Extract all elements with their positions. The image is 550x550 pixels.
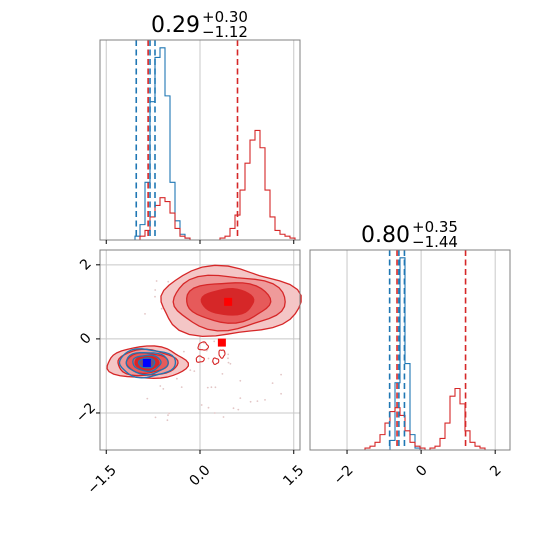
top-histogram-title-minus: −1.12 [202, 23, 248, 41]
sample-point [167, 414, 169, 416]
sample-point [280, 373, 282, 376]
red-mode-marker [224, 297, 233, 306]
top-histogram-x-ticks [105, 240, 295, 244]
right-histogram-frame [309, 249, 511, 451]
blue-contour-level-2 [132, 354, 162, 373]
right-histogram-quantile-lines [388, 250, 467, 450]
sample-point [200, 404, 203, 406]
sample-point [176, 377, 178, 380]
sample-point [264, 399, 266, 401]
top-histogram-title-value: 0.29 [151, 13, 200, 38]
sample-point [167, 280, 170, 283]
sample-point [214, 386, 217, 389]
sample-point [193, 370, 196, 372]
sample-point [213, 340, 216, 343]
sample-point [154, 416, 157, 419]
red-median-marker [217, 338, 226, 347]
sample-point [160, 307, 163, 310]
sample-point [227, 361, 230, 364]
sample-point [213, 412, 216, 414]
sample-point [207, 357, 210, 360]
red-contour-island [197, 341, 210, 351]
sample-point [239, 379, 242, 382]
sample-point [271, 382, 274, 384]
right-histogram-grid [346, 250, 496, 450]
sample-point [154, 295, 156, 298]
sample-point [144, 313, 146, 315]
sample-point [189, 369, 192, 371]
sample-point [237, 408, 240, 411]
sample-point [232, 407, 235, 410]
sample-point [222, 416, 225, 418]
sample-point [239, 397, 242, 399]
sample-point [280, 392, 282, 395]
red-contour-island [218, 349, 226, 359]
sample-point [221, 373, 224, 375]
sample-point [205, 349, 208, 352]
sample-point [183, 350, 185, 353]
sample-point [168, 412, 171, 415]
top-histogram-grid [105, 40, 295, 240]
sample-point [206, 386, 209, 389]
sample-point [155, 280, 158, 282]
sample-point [229, 362, 232, 365]
right-histogram-title-minus: −1.44 [412, 233, 458, 251]
sample-point [162, 388, 165, 390]
sample-point [207, 406, 210, 409]
sample-point [210, 386, 213, 389]
sample-point [154, 289, 157, 291]
red-contour-island [212, 357, 220, 366]
blue-mode-marker [142, 358, 151, 367]
sample-point [180, 386, 183, 388]
sample-point [159, 385, 162, 387]
sample-point [146, 397, 149, 400]
sample-point [249, 400, 252, 403]
sample-point [227, 353, 230, 356]
sample-point [256, 400, 259, 402]
sample-point [227, 357, 229, 360]
blue-contour-level-1 [125, 352, 169, 376]
joint-markers [142, 297, 233, 367]
top-histogram-quantile-lines [135, 40, 239, 240]
red-contour-island [195, 355, 205, 363]
top-histogram-panel: 0.29 +0.30 −1.12 [99, 8, 301, 244]
blue-contour-level-0 [118, 348, 177, 379]
sample-point [166, 419, 169, 422]
right-histogram-title-value: 0.80 [361, 223, 410, 248]
top-histogram-title-plus: +0.30 [202, 8, 248, 26]
right-histogram-title-plus: +0.35 [412, 218, 458, 236]
